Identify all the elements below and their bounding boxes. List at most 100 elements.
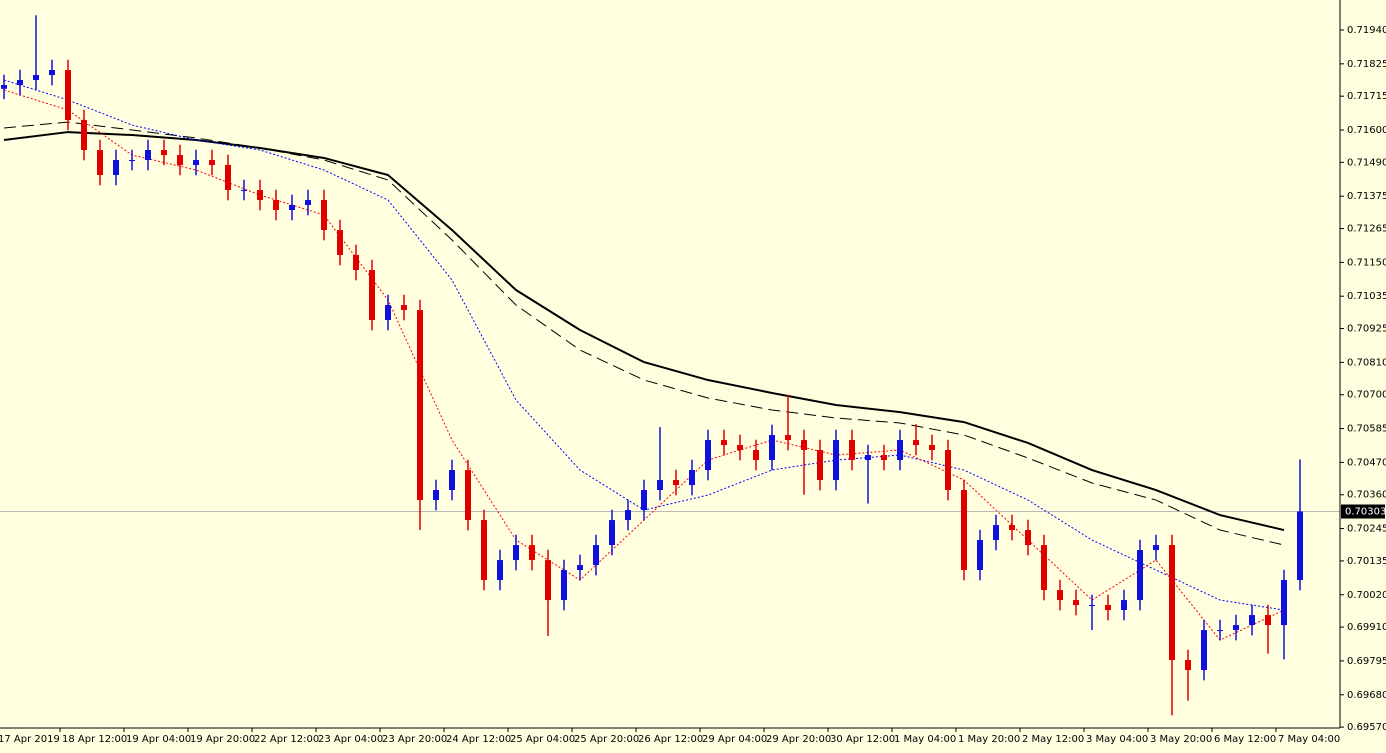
candle-body [225,165,231,191]
x-tick-label: 1 May 04:00 [894,734,956,745]
y-tick-label: 0.70135 [1347,556,1386,567]
candle-body [241,190,247,192]
y-tick-label: 0.69795 [1347,656,1386,667]
candle-body [1153,545,1159,551]
x-tick-label: 6 May 12:00 [1214,734,1276,745]
x-tick-label: 29 Apr 20:00 [766,734,831,745]
y-tick-label: 0.70020 [1347,590,1386,601]
x-tick-label: 19 Apr 20:00 [190,734,255,745]
moving-average [3,121,1285,546]
candle-body [129,160,135,162]
candle-body [417,310,423,501]
candle-body [721,440,727,446]
candle-body [1249,615,1255,626]
candle-body [641,490,647,511]
y-tick-label: 0.71265 [1347,224,1386,235]
x-tick-label: 25 Apr 04:00 [510,734,575,745]
candle-body [897,440,903,461]
candle-body [369,270,375,321]
candle-body [273,200,279,211]
y-tick-label: 0.70360 [1347,490,1386,501]
candle-body [657,480,663,491]
candle-body [513,545,519,561]
candle-body [545,560,551,601]
candle-body [353,255,359,271]
candle-body [1137,550,1143,601]
candle-body [257,190,263,201]
candle-body [449,470,455,491]
candle-body [529,545,535,561]
y-tick-label: 0.71825 [1347,59,1386,70]
plot-area [0,15,1340,716]
candle-body [1105,605,1111,611]
candle-body [785,435,791,441]
candle-body [97,150,103,176]
candle-body [993,525,999,541]
candle-body [833,440,839,481]
candle-body [593,545,599,566]
candle-body [753,450,759,461]
candle-body [945,450,951,491]
y-tick-label: 0.71150 [1347,257,1386,268]
y-tick-label: 0.70925 [1347,324,1386,335]
candle-body [401,305,407,311]
y-tick-label: 0.71375 [1347,191,1386,202]
candle-body [209,160,215,166]
x-tick-label: 3 May 04:00 [1086,734,1148,745]
y-tick-label: 0.70810 [1347,357,1386,368]
y-tick-label: 0.71715 [1347,91,1386,102]
candle-body [737,445,743,451]
candle-body [689,470,695,486]
x-tick-label: 2 May 12:00 [1022,734,1084,745]
candle-body [1057,590,1063,601]
y-tick-label: 0.69570 [1347,722,1386,733]
candle-body [577,565,583,571]
x-tick-label: 26 Apr 12:00 [638,734,703,745]
current-price-label: 0.70303 [1345,507,1386,518]
candle-body [65,70,71,121]
candle-body [929,445,935,451]
x-tick-label: 23 Apr 20:00 [382,734,447,745]
candle-body [817,450,823,481]
y-tick-label: 0.69910 [1347,622,1386,633]
moving-average [3,131,1285,532]
y-tick-label: 0.71490 [1347,157,1386,168]
x-tick-label: 30 Apr 12:00 [830,734,895,745]
y-tick-label: 0.69680 [1347,690,1386,701]
candle-body [337,230,343,256]
x-tick-label: 3 May 20:00 [1150,734,1212,745]
candle-body [801,440,807,451]
candle-body [769,435,775,461]
candle-body [385,305,391,321]
candle-body [1,85,7,89]
x-tick-label: 17 Apr 2019 [0,734,60,745]
candle-body [17,80,23,86]
y-tick-label: 0.70245 [1347,524,1386,535]
candle-body [1281,580,1287,626]
y-tick-label: 0.70470 [1347,457,1386,468]
candle-body [49,70,55,76]
candle-body [961,490,967,571]
candle-body [145,150,151,161]
candle-body [1089,605,1095,607]
y-tick-label: 0.71940 [1347,25,1386,36]
candle-body [1073,600,1079,606]
candle-body [881,455,887,461]
candle-body [161,150,167,156]
candle-body [1121,600,1127,611]
candle-body [849,440,855,461]
candle-body [1169,545,1175,661]
x-tick-label: 7 May 04:00 [1278,734,1340,745]
x-tick-label: 24 Apr 12:00 [446,734,511,745]
candle-body [625,510,631,521]
candle-body [1217,630,1223,632]
candle-body [177,155,183,166]
candle-body [113,160,119,176]
candle-body [321,200,327,231]
x-tick-label: 22 Apr 12:00 [254,734,319,745]
candle-body [977,540,983,571]
candle-body [481,520,487,581]
x-tick-label: 1 May 20:00 [958,734,1020,745]
candle-body [1297,511,1303,581]
